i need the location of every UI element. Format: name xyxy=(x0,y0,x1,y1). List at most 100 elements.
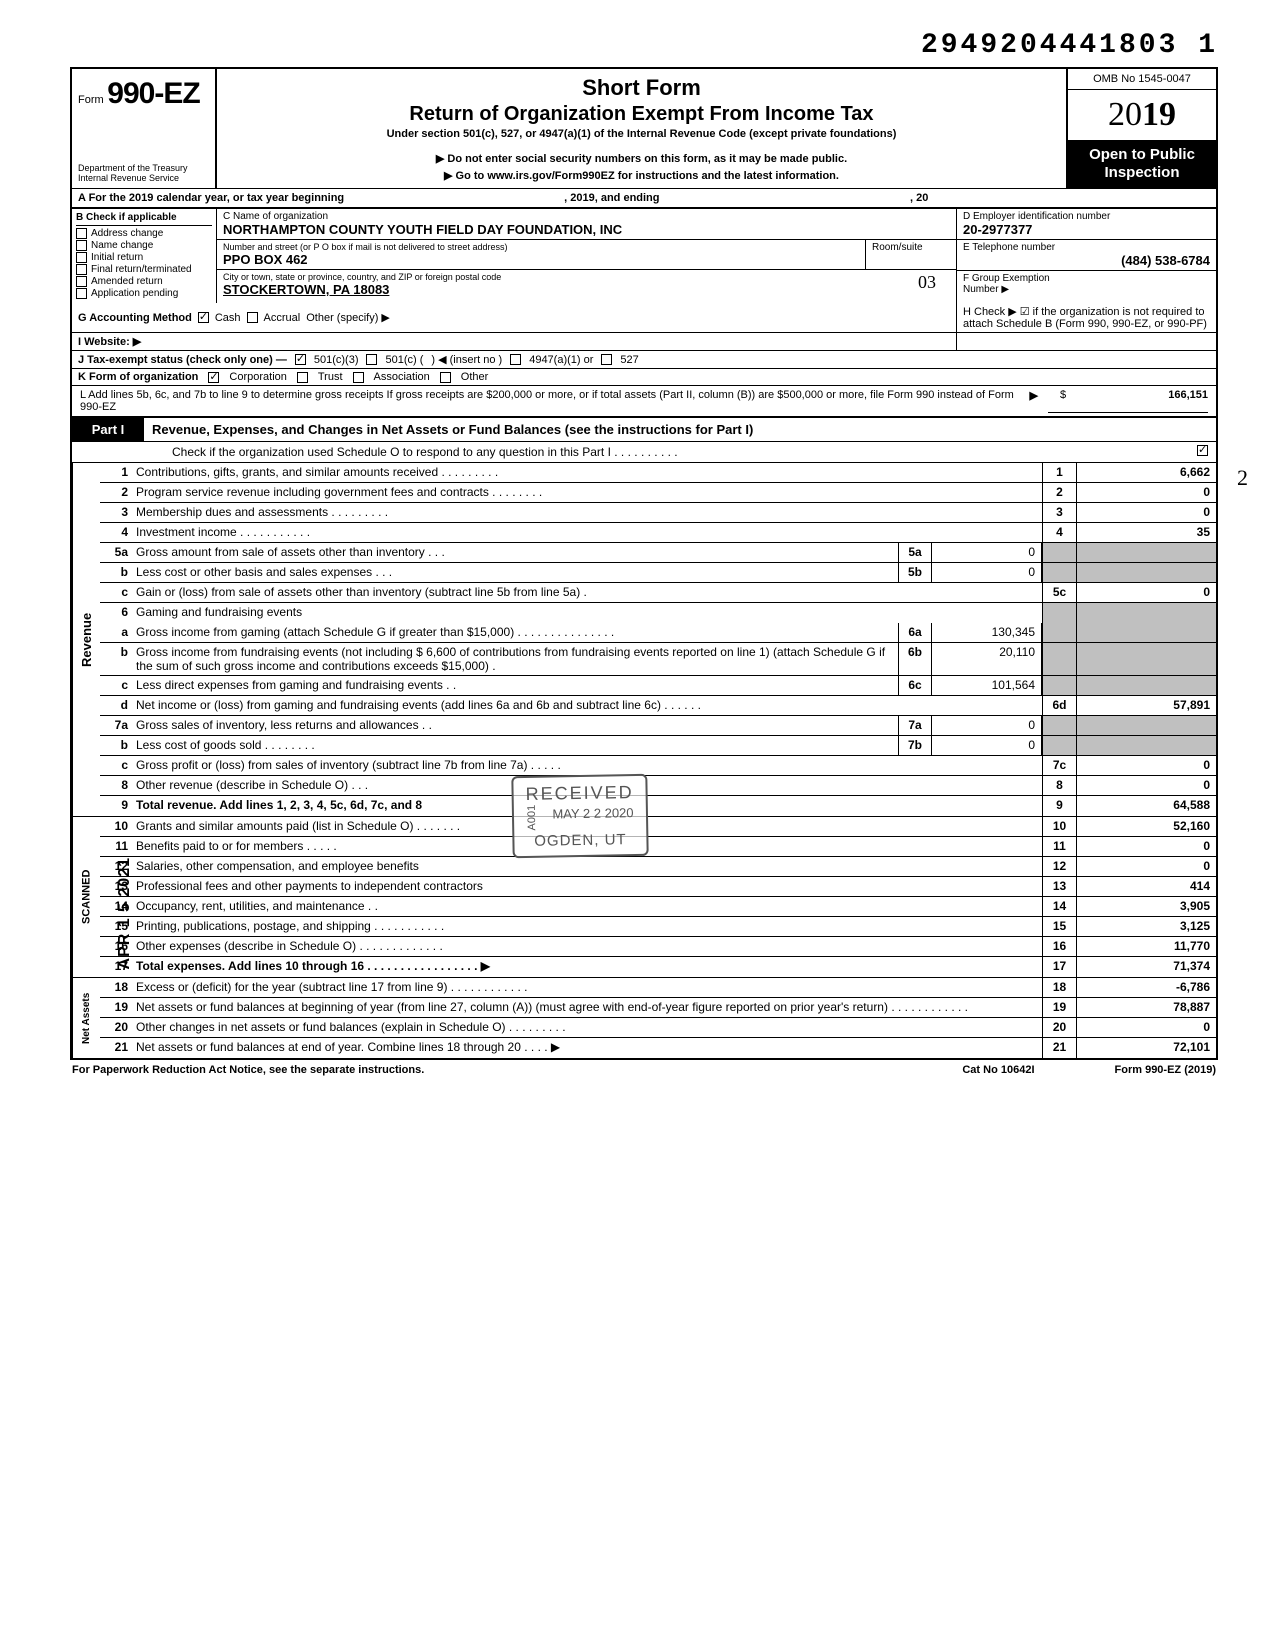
chk-corp[interactable] xyxy=(208,372,219,383)
ln8-desc: Other revenue (describe in Schedule O) .… xyxy=(132,776,1042,795)
ln7a-grey2 xyxy=(1076,716,1216,735)
ln6d-fv: 57,891 xyxy=(1076,696,1216,715)
ln4-fv: 35 xyxy=(1076,523,1216,542)
ln13-fn: 13 xyxy=(1042,877,1076,896)
chk-final[interactable] xyxy=(76,264,87,275)
chk-cash[interactable] xyxy=(198,312,209,323)
ln3-fv: 0 xyxy=(1076,503,1216,522)
chk-trust[interactable] xyxy=(297,372,308,383)
revenue-section: Revenue 1Contributions, gifts, grants, a… xyxy=(70,463,1218,817)
ln5c-fn: 5c xyxy=(1042,583,1076,602)
ln19-num: 19 xyxy=(100,998,132,1017)
ln7a-num: 7a xyxy=(100,716,132,735)
ln7a-sv: 0 xyxy=(932,716,1042,735)
chk-corp-label: Corporation xyxy=(229,371,286,383)
chk-other-org[interactable] xyxy=(440,372,451,383)
ln19-fn: 19 xyxy=(1042,998,1076,1017)
side-revenue: Revenue xyxy=(72,463,100,816)
ln7b-sn: 7b xyxy=(898,736,932,755)
tax-year: 2019 xyxy=(1068,90,1216,140)
ln7a-desc: Gross sales of inventory, less returns a… xyxy=(132,716,898,735)
ln14-desc: Occupancy, rent, utilities, and maintena… xyxy=(132,897,1042,916)
ln5a-grey2 xyxy=(1076,543,1216,562)
col-d: D Employer identification number 20-2977… xyxy=(956,209,1216,303)
tel: (484) 538-6784 xyxy=(963,253,1210,268)
chk-4947[interactable] xyxy=(510,354,521,365)
ln20-num: 20 xyxy=(100,1018,132,1037)
row-a-mid: , 2019, and ending xyxy=(564,192,659,204)
chk-pending[interactable] xyxy=(76,288,87,299)
org-name: NORTHAMPTON COUNTY YOUTH FIELD DAY FOUND… xyxy=(223,222,950,237)
ln21-fn: 21 xyxy=(1042,1038,1076,1058)
chk-4947-label: 4947(a)(1) or xyxy=(529,354,593,366)
ln6b-num: b xyxy=(100,643,132,675)
ln12-fn: 12 xyxy=(1042,857,1076,876)
form-number: 990-EZ xyxy=(107,77,199,110)
ln11-fn: 11 xyxy=(1042,837,1076,856)
chk-address[interactable] xyxy=(76,228,87,239)
chk-initial-label: Initial return xyxy=(91,252,143,263)
chk-501c3-label: 501(c)(3) xyxy=(314,354,359,366)
chk-schedule-o[interactable] xyxy=(1197,445,1208,456)
ln21-fv: 72,101 xyxy=(1076,1038,1216,1058)
ln2-desc: Program service revenue including govern… xyxy=(132,483,1042,502)
form-prefix: Form xyxy=(78,94,104,106)
row-a: A For the 2019 calendar year, or tax yea… xyxy=(70,188,1218,207)
city: STOCKERTOWN, PA 18083 xyxy=(223,282,950,297)
ln1-desc: Contributions, gifts, grants, and simila… xyxy=(132,463,1042,482)
row-h: H Check ▶ ☑ if the organization is not r… xyxy=(956,303,1216,332)
ln5a-grey1 xyxy=(1042,543,1076,562)
row-l-dollar: $ xyxy=(1048,389,1078,413)
row-a-left: A For the 2019 calendar year, or tax yea… xyxy=(78,192,344,204)
row-a-end: , 20 xyxy=(910,192,1210,204)
addr-label: Number and street (or P O box if mail is… xyxy=(223,242,859,252)
city-label: City or town, state or province, country… xyxy=(223,272,950,282)
ln6d-desc: Net income or (loss) from gaming and fun… xyxy=(132,696,1042,715)
netassets-section: Net Assets 18Excess or (deficit) for the… xyxy=(70,978,1218,1060)
ln6c-num: c xyxy=(100,676,132,695)
ln7b-grey1 xyxy=(1042,736,1076,755)
chk-accrual-label: Accrual xyxy=(264,312,301,324)
side-netassets: Net Assets xyxy=(72,978,100,1058)
ln6-desc: Gaming and fundraising events xyxy=(132,603,1042,623)
chk-assoc[interactable] xyxy=(353,372,364,383)
ln7a-sn: 7a xyxy=(898,716,932,735)
info-block: B Check if applicable Address change Nam… xyxy=(70,207,1218,303)
ln4-desc: Investment income . . . . . . . . . . . xyxy=(132,523,1042,542)
title-main: Return of Organization Exempt From Incom… xyxy=(227,103,1056,126)
ln5a-sn: 5a xyxy=(898,543,932,562)
chk-initial[interactable] xyxy=(76,252,87,263)
insert-no-label: ) ◀ (insert no ) xyxy=(431,353,502,366)
part1-sub: Check if the organization used Schedule … xyxy=(70,442,1218,463)
ln14-fn: 14 xyxy=(1042,897,1076,916)
form-number-cell: Form 990-EZ Department of the Treasury I… xyxy=(72,69,217,188)
expenses-section: SCANNED 10Grants and similar amounts pai… xyxy=(70,817,1218,978)
ln8-fv: 0 xyxy=(1076,776,1216,795)
chk-501c3[interactable] xyxy=(295,354,306,365)
chk-527[interactable] xyxy=(601,354,612,365)
chk-name[interactable] xyxy=(76,240,87,251)
addr: PPO BOX 462 xyxy=(223,252,859,267)
ln6b-sv: 20,110 xyxy=(932,643,1042,675)
ln6-num: 6 xyxy=(100,603,132,623)
ln3-num: 3 xyxy=(100,503,132,522)
instr-2: ▶ Go to www.irs.gov/Form990EZ for instru… xyxy=(227,169,1056,182)
title-sub: Under section 501(c), 527, or 4947(a)(1)… xyxy=(227,128,1056,140)
ln5a-num: 5a xyxy=(100,543,132,562)
ln5b-num: b xyxy=(100,563,132,582)
page-footer: For Paperwork Reduction Act Notice, see … xyxy=(70,1060,1218,1080)
ln5b-sv: 0 xyxy=(932,563,1042,582)
open-public-2: Inspection xyxy=(1072,164,1212,182)
ln6a-desc: Gross income from gaming (attach Schedul… xyxy=(132,623,898,642)
ln19-desc: Net assets or fund balances at beginning… xyxy=(132,998,1042,1017)
row-j-label: J Tax-exempt status (check only one) — xyxy=(78,354,287,366)
chk-501c[interactable] xyxy=(366,354,377,365)
ln20-fv: 0 xyxy=(1076,1018,1216,1037)
chk-accrual[interactable] xyxy=(247,312,258,323)
footer-mid: Cat No 10642I xyxy=(962,1064,1034,1076)
ln9-fn: 9 xyxy=(1042,796,1076,816)
ln7c-num: c xyxy=(100,756,132,775)
ln5a-desc: Gross amount from sale of assets other t… xyxy=(132,543,898,562)
ln6c-grey2 xyxy=(1076,676,1216,695)
chk-amended[interactable] xyxy=(76,276,87,287)
